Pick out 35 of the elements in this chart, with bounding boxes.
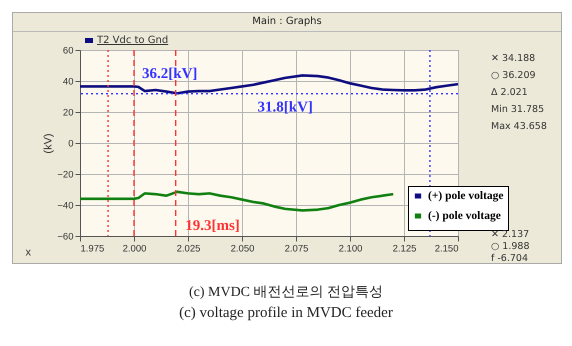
x-tick-label: 2.050: [230, 244, 254, 254]
y-tick-label: 40: [62, 76, 74, 88]
text: Min 31.785: [491, 104, 544, 115]
text: f -6.704: [491, 253, 528, 264]
legend-label: (-) pole voltage: [428, 210, 501, 222]
text: ✕ 34.188: [491, 53, 536, 64]
y-tick-label: 20: [62, 108, 74, 118]
x-tick-label: 2.000: [122, 244, 146, 254]
x-axis-title: x: [26, 246, 32, 258]
x-tick-label: 2.075: [284, 244, 308, 254]
y-tick-label: 0: [68, 138, 74, 150]
line-series: [78, 190, 394, 212]
x-tick-label: 2.125: [392, 244, 416, 254]
annotation: 19.3[ms]: [185, 218, 240, 234]
text: T2 Vdc to Gnd: [96, 35, 168, 46]
x-tick-label: 2.100: [338, 244, 362, 254]
annotation: 31.8[kV]: [257, 100, 313, 116]
y-tick-label: 60: [62, 46, 74, 56]
x-tick-label: 2.025: [176, 244, 200, 254]
legend-label: (+) pole voltage: [428, 190, 504, 202]
text: Δ 2.021: [491, 87, 528, 98]
text: (c) voltage profile in MVDC feeder: [178, 305, 394, 322]
text: ○ 1.988: [491, 241, 530, 252]
text: ✕ 2.137: [491, 229, 530, 240]
chart-title: Main : Graphs: [13, 13, 561, 32]
y-tick-label: −40: [57, 200, 74, 212]
x-tick-label: 1.975: [80, 244, 104, 254]
text: (c) MVDC 배전선로의 전압특성: [188, 284, 384, 301]
annotation: 36.2[kV]: [142, 66, 198, 82]
text: ○ 36.209: [491, 70, 536, 81]
y-tick-label: −60: [57, 232, 74, 242]
text: Max 43.658: [491, 121, 547, 132]
x-tick-label: 2.150: [434, 244, 458, 254]
y-tick-label: −20: [57, 170, 74, 180]
y-axis-title: (kV): [42, 133, 54, 154]
